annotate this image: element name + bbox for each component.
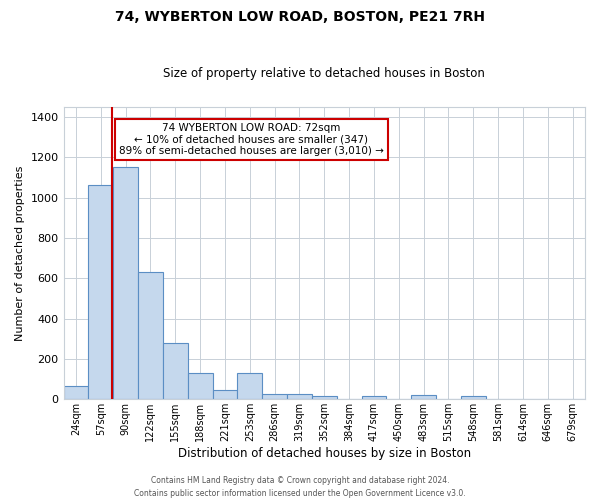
Bar (64, 386, 88, 400)
Title: Size of property relative to detached houses in Boston: Size of property relative to detached ho… (163, 66, 485, 80)
Bar (163, 343, 188, 400)
Text: Contains HM Land Registry data © Crown copyright and database right 2024.
Contai: Contains HM Land Registry data © Crown c… (134, 476, 466, 498)
Text: 74, WYBERTON LOW ROAD, BOSTON, PE21 7RH: 74, WYBERTON LOW ROAD, BOSTON, PE21 7RH (115, 10, 485, 24)
Bar (212, 390, 238, 400)
Y-axis label: Number of detached properties: Number of detached properties (15, 166, 25, 341)
Bar (188, 373, 212, 400)
Bar (262, 394, 287, 400)
Bar (461, 396, 485, 400)
Bar (362, 396, 386, 400)
X-axis label: Distribution of detached houses by size in Boston: Distribution of detached houses by size … (178, 447, 471, 460)
Bar (113, 166, 138, 400)
Text: 74 WYBERTON LOW ROAD: 72sqm
← 10% of detached houses are smaller (347)
89% of se: 74 WYBERTON LOW ROAD: 72sqm ← 10% of det… (119, 123, 384, 156)
Bar (411, 396, 436, 400)
Bar (88, 184, 113, 400)
Bar (138, 272, 163, 400)
Bar (312, 396, 337, 400)
Bar (287, 394, 312, 400)
Bar (238, 373, 262, 400)
